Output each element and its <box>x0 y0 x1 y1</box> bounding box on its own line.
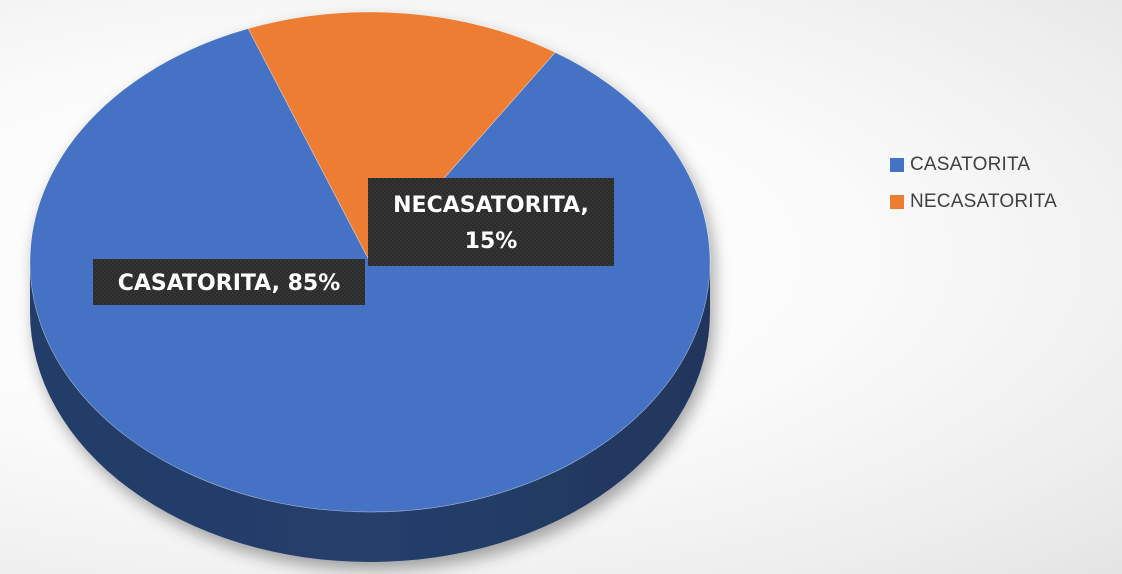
legend-swatch-casatorita <box>890 157 904 172</box>
pie-slice-casatorita[interactable] <box>29 28 711 513</box>
legend-item-casatorita: CASATORITA <box>890 150 1120 179</box>
data-label-necasatorita: NECASATORITA, 15% <box>368 178 614 266</box>
data-label-casatorita: CASATORITA, 85% <box>93 259 365 305</box>
data-label-box <box>93 259 365 305</box>
legend-label-casatorita: CASATORITA <box>910 153 1031 175</box>
legend-swatch-necasatorita <box>890 194 904 209</box>
data-label-text: 15% <box>465 229 518 254</box>
data-label-box <box>368 178 614 266</box>
pie-side-shading <box>30 262 710 562</box>
legend-item-necasatorita: NECASATORITA <box>890 187 1120 216</box>
legend-label-necasatorita: NECASATORITA <box>910 190 1058 212</box>
data-label-text: CASATORITA, 85% <box>118 271 341 296</box>
chart-legend: CASATORITA NECASATORITA <box>890 150 1120 224</box>
data-label-text: NECASATORITA, <box>393 193 589 218</box>
pie-slice-necasatorita[interactable] <box>247 11 556 263</box>
